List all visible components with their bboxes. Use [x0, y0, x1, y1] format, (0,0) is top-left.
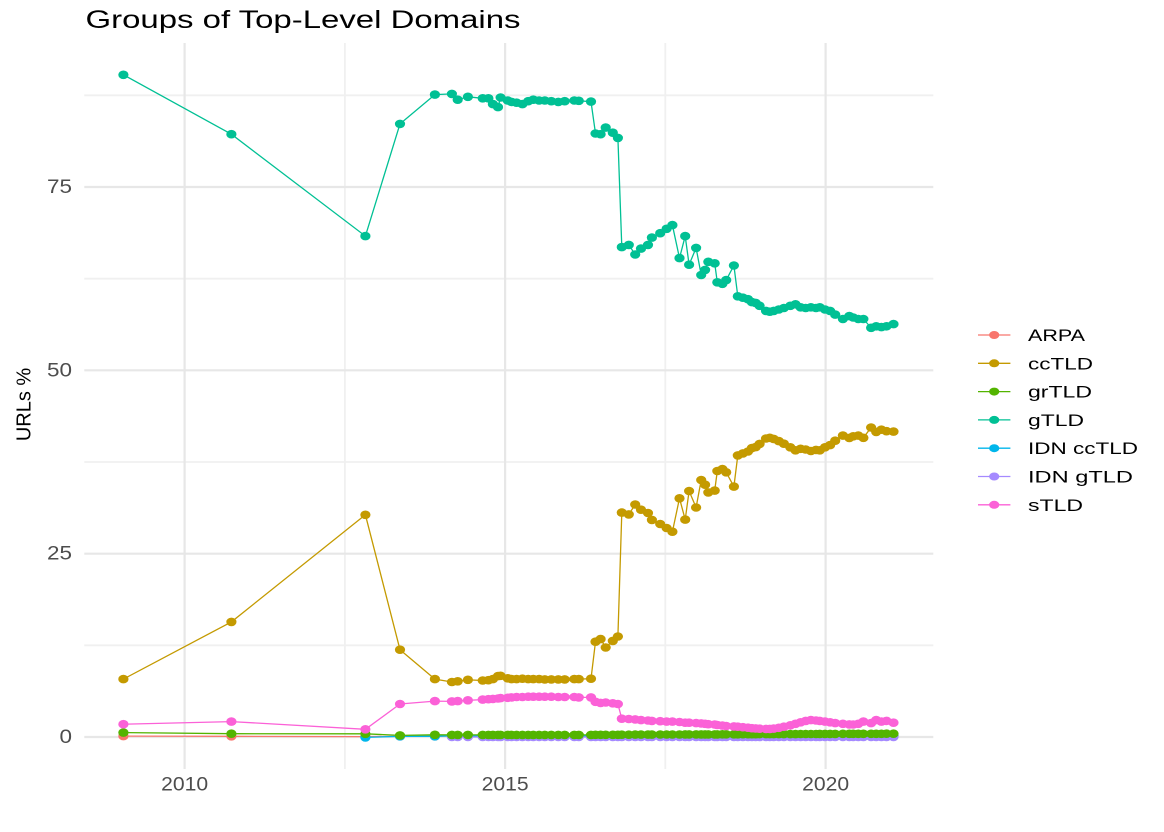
- svg-text:URLs %: URLs %: [14, 368, 36, 442]
- svg-text:grTLD: grTLD: [1028, 383, 1092, 402]
- svg-text:25: 25: [47, 544, 72, 565]
- svg-text:Groups of Top-Level Domains: Groups of Top-Level Domains: [86, 6, 521, 34]
- svg-text:2015: 2015: [482, 775, 529, 796]
- svg-text:2020: 2020: [802, 775, 849, 796]
- svg-text:50: 50: [47, 360, 72, 381]
- svg-text:ccTLD: ccTLD: [1028, 354, 1093, 373]
- svg-text:75: 75: [47, 177, 72, 198]
- svg-text:sTLD: sTLD: [1028, 496, 1083, 515]
- svg-text:0: 0: [60, 727, 73, 748]
- svg-text:gTLD: gTLD: [1028, 411, 1084, 430]
- svg-text:2010: 2010: [161, 775, 208, 796]
- svg-text:ARPA: ARPA: [1028, 326, 1086, 345]
- svg-text:IDN gTLD: IDN gTLD: [1028, 468, 1133, 487]
- svg-text:IDN ccTLD: IDN ccTLD: [1028, 439, 1138, 458]
